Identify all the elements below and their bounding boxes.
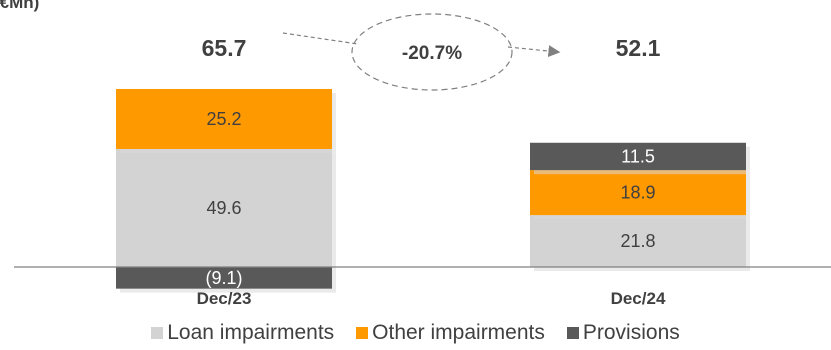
total-label-dec-24: 52.1 — [616, 35, 661, 61]
legend: Loan impairments Other impairments Provi… — [0, 316, 831, 350]
value-label-provisions-dec-24: 11.5 — [621, 146, 655, 166]
change-ellipse — [351, 13, 513, 91]
bar-other-impairments-dec-24 — [530, 170, 746, 216]
legend-swatch-provisions — [566, 327, 579, 339]
change-label: -20.7% — [402, 43, 462, 64]
value-label-provisions-dec-23: (9.1) — [205, 268, 242, 288]
change-connector-left — [282, 32, 359, 45]
bar-other-impairments-dec-23 — [116, 88, 332, 149]
unit-label: (€Mn) — [0, 0, 39, 12]
labels-layer: 49.6 25.2 (9.1)Dec/23 65.7 21.8 18.9 11.5 Dec/2… — [197, 35, 666, 308]
value-label-loan-impairments-dec-24: 21.8 — [620, 231, 655, 251]
bar-loan-impairments-dec-24 — [530, 215, 746, 267]
legend-label-other-impairments: Other impairments — [372, 321, 545, 344]
change-connector-right — [507, 45, 561, 58]
value-label-other-impairments-dec-23: 25.2 — [206, 109, 241, 129]
legend-swatch-other-impairments — [356, 327, 369, 339]
legend-item-provisions: Provisions — [566, 321, 680, 345]
bar-provisions-dec-23 — [116, 267, 332, 289]
category-label-dec-24: Dec/24 — [611, 289, 666, 308]
legend-label-loan-impairments: Loan impairments — [167, 321, 335, 344]
value-label-other-impairments-dec-24: 18.9 — [620, 183, 655, 203]
legend-label-provisions: Provisions — [582, 321, 680, 344]
bar-provisions-dec-24 — [530, 142, 746, 171]
legend-swatch-loan-impairments — [151, 327, 164, 339]
bar-loan-impairments-dec-23 — [116, 148, 332, 267]
legend-item-loan-impairments: Loan impairments — [151, 321, 334, 345]
legend-item-other-impairments: Other impairments — [356, 321, 545, 345]
value-label-loan-impairments-dec-23: 49.6 — [206, 198, 241, 218]
total-label-dec-23: 65.7 — [202, 35, 247, 61]
category-label-dec-23: Dec/23 — [197, 289, 252, 308]
bars-layer — [116, 88, 750, 293]
